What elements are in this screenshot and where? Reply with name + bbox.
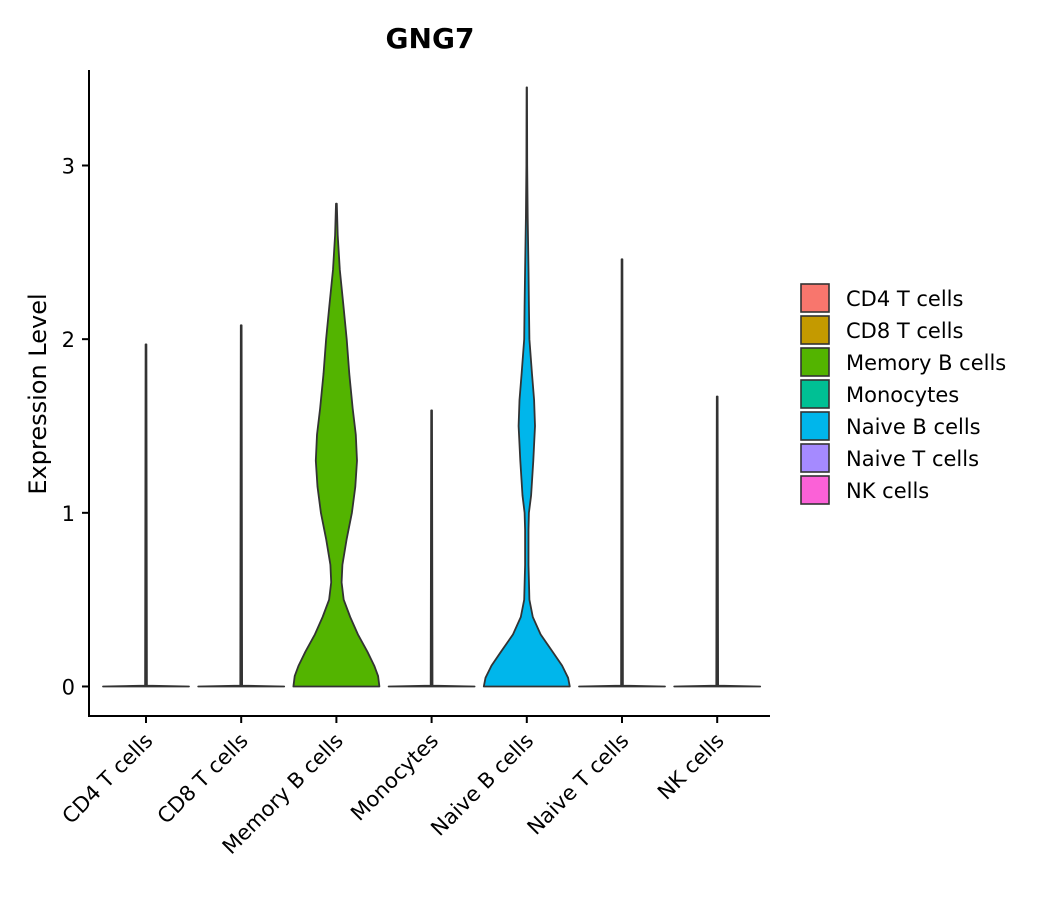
x-tick-label: Naive B cells — [426, 729, 538, 841]
legend-label: CD4 T cells — [846, 287, 963, 311]
legend-swatch — [800, 411, 830, 441]
legend-label: CD8 T cells — [846, 319, 963, 343]
x-tick-label: NK cells — [653, 729, 729, 805]
violin-cd4-t-cells — [102, 343, 190, 688]
legend: CD4 T cells CD8 T cells Memory B cells Mono… — [800, 283, 1006, 505]
y-tick-label: 3 — [62, 155, 75, 179]
violin-naive-t-cells — [578, 258, 666, 688]
legend-label: Naive T cells — [846, 447, 979, 471]
violin-naive-b-cells — [482, 86, 571, 688]
violin-memory-b-cells — [292, 202, 381, 688]
x-tick-label: Monocytes — [346, 729, 443, 826]
legend-label: NK cells — [846, 479, 929, 503]
violins-group — [102, 86, 762, 688]
legend-swatch — [800, 347, 830, 377]
y-tick-label: 2 — [62, 328, 75, 352]
x-tick-label: CD8 T cells — [153, 729, 253, 829]
legend-swatch — [800, 475, 830, 505]
y-axis-label: Expression Level — [24, 293, 52, 494]
y-tick-label: 0 — [62, 675, 75, 699]
violin-cd8-t-cells — [197, 324, 286, 688]
x-tick-label: CD4 T cells — [58, 729, 158, 829]
chart-title: GNG7 — [386, 22, 475, 55]
legend-swatch — [800, 443, 830, 473]
legend-swatch — [800, 283, 830, 313]
x-tick-label: Naive T cells — [523, 729, 634, 840]
legend-label: Naive B cells — [846, 415, 981, 439]
y-tick-label: 1 — [62, 502, 75, 526]
y-axis-ticks: 0 1 2 3 — [62, 155, 89, 699]
legend-label: Memory B cells — [846, 351, 1006, 375]
legend-swatch — [800, 315, 830, 345]
legend-swatch — [800, 379, 830, 409]
violin-monocytes — [387, 409, 476, 688]
legend-label: Monocytes — [846, 383, 959, 407]
violin-nk-cells — [673, 395, 762, 688]
